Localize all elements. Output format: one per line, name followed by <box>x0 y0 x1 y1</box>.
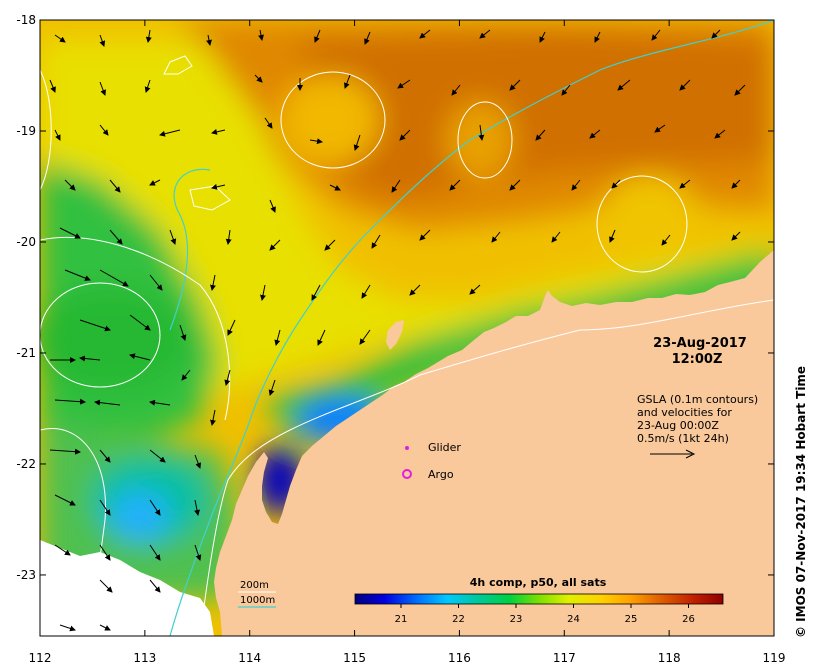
lon-tick-label: 115 <box>343 651 366 665</box>
colorbar-tick-label: 24 <box>567 614 580 625</box>
glider-label: Glider <box>428 441 461 454</box>
argo-marker <box>402 469 412 479</box>
timestamp-date: 23-Aug-2017 <box>653 336 747 351</box>
no-data-region <box>40 540 214 636</box>
colorbar-tick-label: 26 <box>682 614 695 625</box>
lon-tick-label: 116 <box>448 651 471 665</box>
lon-tick-label: 117 <box>553 651 576 665</box>
colorbar-tick-label: 21 <box>395 614 408 625</box>
isobath-200m <box>199 299 774 636</box>
gsla-note-line1: GSLA (0.1m contours) <box>637 393 758 406</box>
colorbar-tick-label: 22 <box>452 614 465 625</box>
glider-marker <box>405 446 409 450</box>
isobath-200-label: 200m <box>240 580 269 591</box>
lon-tick-label: 119 <box>763 651 786 665</box>
gsla-note-line2: and velocities for <box>637 406 732 419</box>
colorbar-tick-label: 25 <box>625 614 638 625</box>
lon-tick-label: 118 <box>658 651 681 665</box>
gsla-contours <box>40 55 688 636</box>
colorbar-title: 4h comp, p50, all sats <box>470 576 607 589</box>
lon-tick-label: 112 <box>29 651 52 665</box>
lat-tick-label: -18 <box>16 13 36 27</box>
lat-tick-label: -21 <box>16 346 36 360</box>
colorbar-ramp <box>354 593 724 605</box>
gsla-note: GSLA (0.1m contours) and velocities for … <box>637 393 758 459</box>
isobath-1000-label: 1000m <box>240 595 275 606</box>
sst-field <box>40 20 774 636</box>
lat-tick-label: -19 <box>16 124 36 138</box>
colorbar: 4h comp, p50, all sats 21 22 23 24 25 26 <box>354 576 724 625</box>
lat-tick-label: -23 <box>16 568 36 582</box>
isobath-legend: 200m 1000m <box>238 580 276 608</box>
gsla-note-line4: 0.5m/s (1kt 24h) <box>637 432 729 445</box>
gsla-note-line3: 23-Aug 00:00Z <box>637 419 719 432</box>
land-mass <box>214 250 774 636</box>
lat-tick-label: -22 <box>16 457 36 471</box>
argo-label: Argo <box>428 468 454 481</box>
credit-text: © IMOS 07-Nov-2017 19:34 Hobart Time <box>794 366 808 638</box>
axes: 112 113 114 115 116 117 118 119 -18 -19 -20 -21 -22 -… <box>16 13 785 665</box>
isobath-1000m <box>169 20 774 636</box>
colorbar-tick-label: 23 <box>510 614 523 625</box>
island <box>386 320 404 350</box>
map-frame <box>39 19 775 637</box>
lat-tick-label: -20 <box>16 235 36 249</box>
velocity-arrows <box>49 29 746 632</box>
timestamp-time: 12:00Z <box>672 352 723 367</box>
lon-tick-label: 114 <box>238 651 261 665</box>
lon-tick-label: 113 <box>133 651 156 665</box>
